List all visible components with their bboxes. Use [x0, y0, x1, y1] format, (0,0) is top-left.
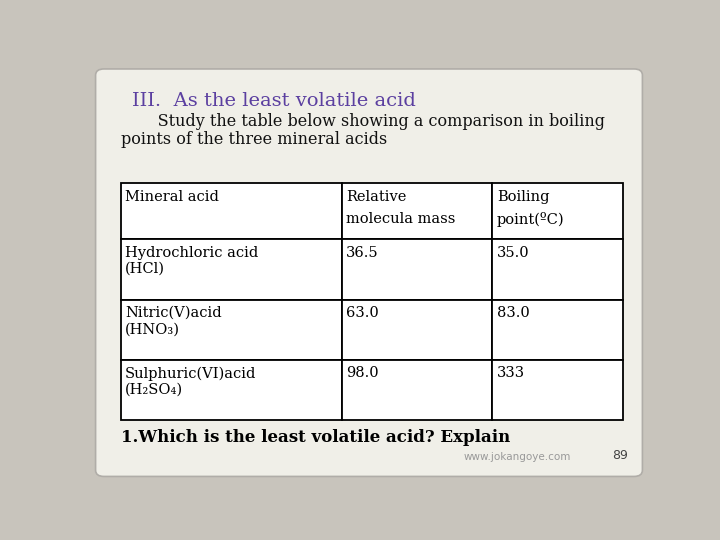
Text: Hydrochloric acid
(HCl): Hydrochloric acid (HCl)	[125, 246, 258, 276]
Bar	[492, 183, 623, 239]
Text: Mineral acid: Mineral acid	[125, 190, 219, 204]
Text: Relative: Relative	[346, 190, 407, 204]
Bar	[492, 300, 623, 360]
Bar	[121, 183, 342, 239]
Text: Nitric(V)acid
(HNO₃): Nitric(V)acid (HNO₃)	[125, 306, 222, 336]
Text: 63.0: 63.0	[346, 306, 379, 320]
Bar	[121, 239, 342, 300]
Bar	[342, 300, 492, 360]
Bar	[342, 360, 492, 420]
Text: 98.0: 98.0	[346, 366, 379, 380]
Bar	[492, 360, 623, 420]
Text: 89: 89	[612, 449, 628, 462]
Text: Boiling: Boiling	[497, 190, 549, 204]
Text: 333: 333	[497, 366, 525, 380]
Bar	[342, 239, 492, 300]
Bar	[342, 183, 492, 239]
Text: 35.0: 35.0	[497, 246, 529, 260]
Text: III.  As the least volatile acid: III. As the least volatile acid	[132, 92, 415, 110]
Bar	[121, 360, 342, 420]
Text: molecula mass: molecula mass	[346, 212, 456, 226]
Text: www.jokangoye.com: www.jokangoye.com	[464, 452, 571, 462]
Text: Sulphuric(VI)acid
(H₂SO₄): Sulphuric(VI)acid (H₂SO₄)	[125, 366, 256, 397]
Text: points of the three mineral acids: points of the three mineral acids	[121, 131, 387, 148]
Bar	[121, 300, 342, 360]
Text: 36.5: 36.5	[346, 246, 379, 260]
Text: point(ºC): point(ºC)	[497, 212, 564, 227]
Bar	[492, 239, 623, 300]
Text: Study the table below showing a comparison in boiling: Study the table below showing a comparis…	[132, 113, 605, 130]
Text: 83.0: 83.0	[497, 306, 529, 320]
Text: 1.Which is the least volatile acid? Explain: 1.Which is the least volatile acid? Expl…	[121, 429, 510, 446]
FancyBboxPatch shape	[96, 69, 642, 476]
